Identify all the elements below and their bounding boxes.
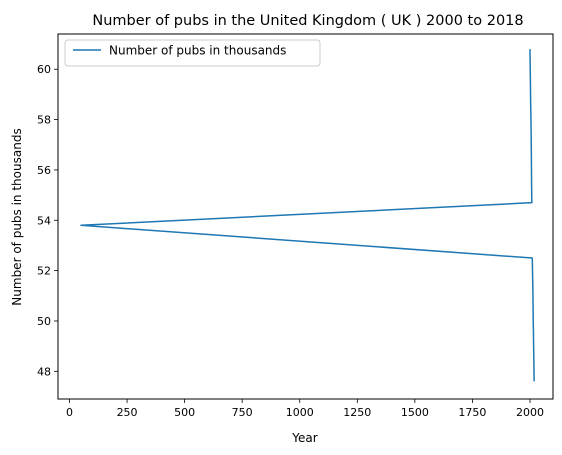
x-axis-label: Year — [291, 431, 317, 445]
legend-box — [64, 39, 321, 67]
chart-title: Number of pubs in the United Kingdom ( U… — [92, 13, 523, 29]
x-axis-ticks: 0 250 500 750 1000 1250 1500 1750 2000 — [66, 399, 544, 419]
y-tick-label: 54 — [37, 214, 51, 227]
y-tick-label: 56 — [37, 164, 51, 177]
legend-label: Number of pubs in thousands — [109, 44, 286, 58]
y-tick-label: 60 — [37, 63, 51, 76]
x-tick-label: 1250 — [343, 406, 371, 419]
x-tick-label: 0 — [66, 406, 73, 419]
plot-area — [80, 49, 535, 382]
x-tick-label: 250 — [117, 406, 138, 419]
x-tick-label: 1000 — [286, 406, 314, 419]
x-tick-label: 1750 — [458, 406, 486, 419]
series-line — [80, 49, 535, 382]
x-tick-label: 1500 — [401, 406, 429, 419]
axes-frame — [57, 33, 554, 400]
y-axis-label: Number of pubs in thousands — [10, 128, 24, 305]
x-tick-label: 750 — [232, 406, 253, 419]
y-tick-label: 50 — [37, 315, 51, 328]
y-tick-label: 58 — [37, 114, 51, 127]
x-tick-label: 2000 — [516, 406, 544, 419]
y-axis-ticks: 48 50 52 54 56 58 60 — [37, 63, 58, 378]
x-tick-label: 500 — [174, 406, 195, 419]
y-tick-label: 48 — [37, 365, 51, 378]
legend: Number of pubs in thousands — [64, 39, 321, 67]
y-tick-label: 52 — [37, 265, 51, 278]
axes — [57, 33, 554, 400]
